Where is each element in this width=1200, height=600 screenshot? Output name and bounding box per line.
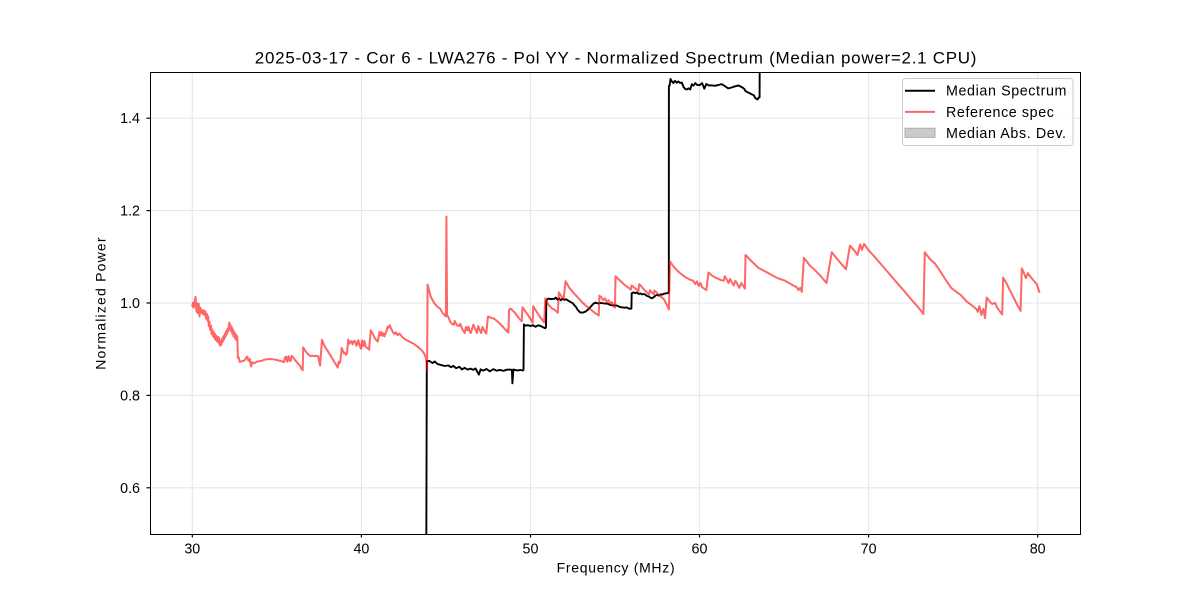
svg-text:1.4: 1.4 <box>120 111 140 127</box>
svg-text:1.0: 1.0 <box>120 296 140 312</box>
svg-text:Median Spectrum: Median Spectrum <box>946 84 1067 100</box>
svg-text:1.2: 1.2 <box>120 204 140 220</box>
svg-text:60: 60 <box>692 542 708 558</box>
svg-text:Median Abs. Dev.: Median Abs. Dev. <box>946 126 1067 142</box>
svg-text:2025-03-17 - Cor 6 - LWA276 -: 2025-03-17 - Cor 6 - LWA276 - Pol YY - N… <box>255 48 977 67</box>
svg-text:50: 50 <box>523 542 539 558</box>
svg-text:0.6: 0.6 <box>120 481 140 497</box>
svg-text:Normalized Power: Normalized Power <box>93 236 109 370</box>
svg-text:0.8: 0.8 <box>120 388 140 404</box>
svg-text:Reference spec: Reference spec <box>946 105 1055 121</box>
svg-text:70: 70 <box>861 542 877 558</box>
svg-text:Frequency (MHz): Frequency (MHz) <box>557 560 676 576</box>
svg-text:30: 30 <box>184 542 200 558</box>
svg-text:80: 80 <box>1030 542 1046 558</box>
svg-text:40: 40 <box>353 542 369 558</box>
